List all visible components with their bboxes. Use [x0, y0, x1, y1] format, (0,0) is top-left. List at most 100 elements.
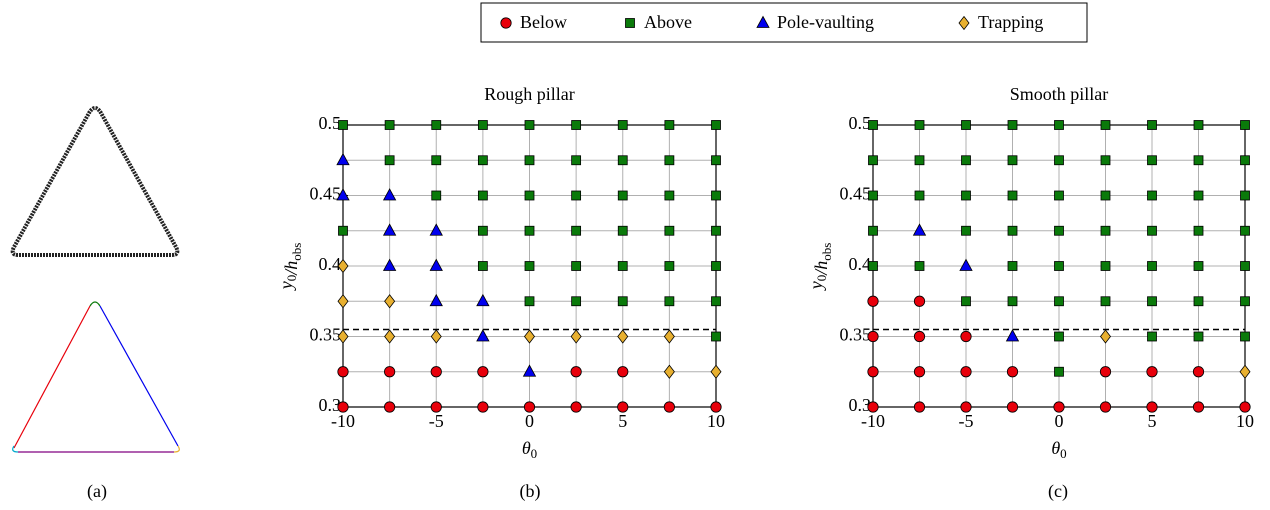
marker-triangle — [522, 364, 537, 377]
marker-circle — [1006, 401, 1019, 413]
marker-square — [961, 190, 971, 201]
marker-triangle — [912, 223, 927, 236]
marker-square — [961, 155, 971, 166]
marker-square — [1240, 261, 1250, 271]
marker-triangle — [382, 258, 397, 271]
marker-circle — [570, 401, 582, 413]
marker-square — [571, 190, 582, 201]
marker-square — [1193, 261, 1204, 271]
marker-square — [617, 225, 628, 236]
marker-square — [961, 120, 971, 130]
marker-square — [1147, 190, 1157, 201]
legend-marker — [625, 18, 635, 28]
marker-square — [868, 261, 878, 271]
marker-diamond — [337, 258, 349, 274]
pillar-side-left — [13, 305, 91, 449]
marker-circle — [384, 401, 396, 413]
axis-label-text: /h — [281, 261, 301, 276]
panel-label: (c) — [1048, 481, 1068, 502]
legend-label: Pole-vaulting — [777, 12, 874, 32]
marker-circle — [913, 330, 926, 343]
x-tick-label: 0 — [525, 411, 534, 431]
marker-square — [524, 225, 535, 236]
marker-triangle — [959, 258, 973, 271]
marker-square — [664, 155, 675, 166]
marker-square — [477, 120, 488, 130]
y-tick-label: 0.4 — [319, 254, 342, 274]
marker-square — [524, 155, 535, 166]
x-tick-label: 10 — [1236, 411, 1254, 431]
marker-diamond — [663, 364, 675, 379]
marker-square — [961, 225, 971, 236]
marker-square — [1147, 155, 1157, 166]
marker-circle — [867, 401, 879, 413]
marker-triangle — [382, 223, 397, 236]
x-tick-label: -10 — [331, 411, 355, 431]
marker-square — [664, 296, 675, 307]
marker-square — [1007, 120, 1018, 130]
marker-square — [384, 155, 395, 166]
marker-square — [1193, 155, 1204, 166]
marker-square — [571, 155, 582, 166]
marker-square — [711, 261, 721, 271]
marker-circle — [1192, 366, 1205, 378]
marker-square — [1054, 366, 1064, 377]
marker-triangle — [429, 223, 443, 236]
marker-square — [1100, 296, 1111, 307]
x-tick-label: 5 — [618, 411, 627, 431]
marker-square — [1007, 261, 1018, 271]
marker-square — [961, 296, 971, 307]
pillar-outline-rough — [10, 106, 180, 257]
marker-square — [571, 225, 582, 236]
y-tick-label: 0.35 — [840, 325, 872, 345]
marker-square — [914, 261, 925, 271]
marker-square — [1100, 190, 1111, 201]
marker-square — [1054, 225, 1064, 236]
axis-label-sub: obs — [289, 243, 304, 261]
marker-diamond — [430, 329, 442, 344]
marker-square — [1240, 296, 1250, 307]
marker-square — [1007, 225, 1018, 236]
pillar-corner-left — [12, 445, 19, 453]
marker-square — [711, 225, 721, 236]
pillar-side-right — [99, 305, 179, 447]
marker-square — [617, 261, 628, 271]
marker-square — [914, 155, 925, 166]
legend-marker — [756, 15, 770, 28]
marker-circle — [1099, 366, 1112, 378]
marker-square — [1240, 155, 1250, 166]
marker-square — [477, 190, 488, 201]
y-tick-label: 0.45 — [840, 184, 872, 204]
x-tick-label: -5 — [959, 411, 974, 431]
axis-label: θ0 — [522, 438, 537, 461]
marker-circle — [1239, 401, 1251, 413]
marker-circle — [867, 330, 879, 343]
legend-label: Trapping — [978, 12, 1043, 32]
marker-square — [664, 225, 675, 236]
marker-square — [711, 296, 721, 307]
marker-circle — [1099, 401, 1112, 413]
marker-square — [431, 120, 442, 130]
marker-square — [477, 225, 488, 236]
marker-square — [571, 296, 582, 307]
marker-square — [524, 190, 535, 201]
x-tick-label: 10 — [707, 411, 725, 431]
marker-circle — [1192, 401, 1205, 413]
x-tick-label: -5 — [429, 411, 444, 431]
marker-circle — [960, 366, 972, 378]
pillar-tip — [89, 301, 101, 307]
marker-square — [1147, 331, 1157, 342]
marker-square — [711, 190, 721, 201]
marker-circle — [913, 295, 926, 307]
marker-square — [617, 190, 628, 201]
marker-triangle — [336, 152, 350, 166]
marker-circle — [710, 401, 722, 413]
marker-square — [1147, 261, 1157, 271]
marker-square — [477, 155, 488, 166]
marker-square — [524, 261, 535, 271]
marker-square — [664, 120, 675, 130]
marker-diamond — [570, 329, 582, 344]
marker-diamond — [384, 294, 396, 309]
y-tick-label: 0.45 — [310, 184, 342, 204]
axis-label-sub: 0 — [531, 446, 538, 461]
